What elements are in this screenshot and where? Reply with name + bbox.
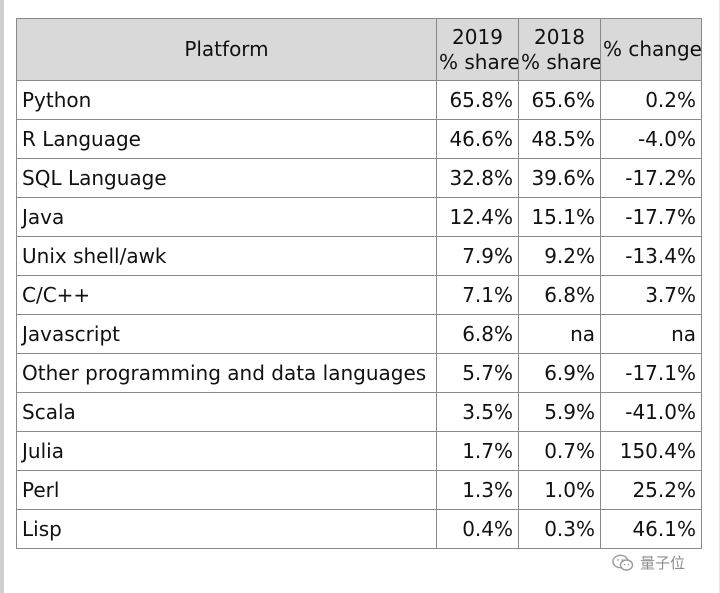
header-2019-year: 2019 — [452, 24, 503, 49]
header-2018-year: 2018 — [534, 24, 585, 49]
cell-change: 0.2% — [600, 80, 702, 120]
cell-change: -13.4% — [600, 236, 702, 276]
cell-platform: Unix shell/awk — [16, 236, 437, 276]
cell-share-2018: 5.9% — [518, 392, 601, 432]
table-row: Java 12.4% 15.1% -17.7% — [16, 197, 702, 237]
cell-share-2019: 32.8% — [436, 158, 519, 198]
cell-change: -17.1% — [600, 353, 702, 393]
cell-platform: Julia — [16, 431, 437, 471]
cell-change: 3.7% — [600, 275, 702, 315]
cell-share-2019: 12.4% — [436, 197, 519, 237]
cell-platform: Perl — [16, 470, 437, 510]
table-row: Perl 1.3% 1.0% 25.2% — [16, 470, 702, 510]
cell-share-2018: 0.7% — [518, 431, 601, 471]
table-header: Platform 2019 % share 2018 % share % cha… — [16, 18, 702, 81]
frame-edge-left — [0, 0, 4, 593]
cell-share-2018: 1.0% — [518, 470, 601, 510]
cell-change: 25.2% — [600, 470, 702, 510]
table-row: Unix shell/awk 7.9% 9.2% -13.4% — [16, 236, 702, 276]
cell-share-2018: 9.2% — [518, 236, 601, 276]
cell-share-2018: 6.9% — [518, 353, 601, 393]
cell-share-2018: 15.1% — [518, 197, 601, 237]
cell-share-2018: 65.6% — [518, 80, 601, 120]
watermark: 量子位 — [612, 552, 685, 573]
table-row: Javascript 6.8% na na — [16, 314, 702, 354]
cell-share-2019: 3.5% — [436, 392, 519, 432]
header-2019-share: 2019 % share — [436, 18, 519, 81]
cell-share-2018: na — [518, 314, 601, 354]
platform-share-table: Platform 2019 % share 2018 % share % cha… — [16, 18, 702, 549]
table-row: Python 65.8% 65.6% 0.2% — [16, 80, 702, 120]
cell-change: 46.1% — [600, 509, 702, 549]
header-2018-label: % share — [521, 49, 601, 74]
cell-share-2019: 1.7% — [436, 431, 519, 471]
table-row: SQL Language 32.8% 39.6% -17.2% — [16, 158, 702, 198]
cell-change: -17.7% — [600, 197, 702, 237]
cell-share-2019: 65.8% — [436, 80, 519, 120]
cell-change: -4.0% — [600, 119, 702, 159]
cell-platform: Scala — [16, 392, 437, 432]
cell-change: -17.2% — [600, 158, 702, 198]
table-row: Julia 1.7% 0.7% 150.4% — [16, 431, 702, 471]
cell-platform: Other programming and data languages — [16, 353, 437, 393]
cell-share-2018: 6.8% — [518, 275, 601, 315]
header-change: % change — [600, 18, 702, 81]
cell-platform: R Language — [16, 119, 437, 159]
header-2018-share: 2018 % share — [518, 18, 601, 81]
cell-share-2018: 48.5% — [518, 119, 601, 159]
cell-share-2019: 0.4% — [436, 509, 519, 549]
cell-platform: C/C++ — [16, 275, 437, 315]
cell-change: na — [600, 314, 702, 354]
wechat-icon — [612, 554, 634, 572]
cell-share-2018: 39.6% — [518, 158, 601, 198]
table-row: Other programming and data languages 5.7%… — [16, 353, 702, 393]
table-body: Python 65.8% 65.6% 0.2% R Language 46.6% 48.5%… — [16, 80, 702, 549]
cell-share-2019: 7.1% — [436, 275, 519, 315]
cell-platform: Lisp — [16, 509, 437, 549]
cell-share-2019: 7.9% — [436, 236, 519, 276]
header-2019-label: % share — [439, 49, 519, 74]
cell-platform: Javascript — [16, 314, 437, 354]
watermark-text: 量子位 — [640, 554, 686, 572]
table-row: C/C++ 7.1% 6.8% 3.7% — [16, 275, 702, 315]
cell-share-2018: 0.3% — [518, 509, 601, 549]
cell-change: -41.0% — [600, 392, 702, 432]
cell-platform: SQL Language — [16, 158, 437, 198]
table-row: Lisp 0.4% 0.3% 46.1% — [16, 509, 702, 549]
cell-platform: Java — [16, 197, 437, 237]
cell-share-2019: 5.7% — [436, 353, 519, 393]
cell-share-2019: 6.8% — [436, 314, 519, 354]
header-platform: Platform — [16, 18, 437, 81]
cell-change: 150.4% — [600, 431, 702, 471]
header-row: Platform 2019 % share 2018 % share % cha… — [16, 18, 702, 81]
table-row: R Language 46.6% 48.5% -4.0% — [16, 119, 702, 159]
cell-share-2019: 1.3% — [436, 470, 519, 510]
cell-share-2019: 46.6% — [436, 119, 519, 159]
cell-platform: Python — [16, 80, 437, 120]
table-row: Scala 3.5% 5.9% -41.0% — [16, 392, 702, 432]
